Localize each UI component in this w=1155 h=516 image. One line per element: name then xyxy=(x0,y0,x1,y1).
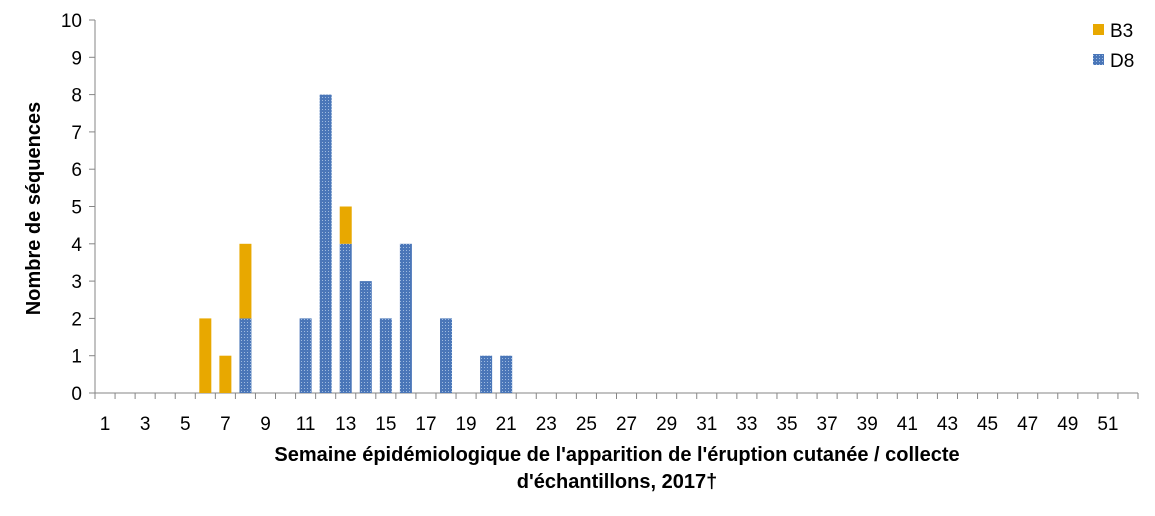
y-tick-label: 10 xyxy=(61,11,82,32)
x-tick-label: 31 xyxy=(696,414,717,435)
bar-d8-week-13 xyxy=(339,243,352,393)
x-tick-label: 7 xyxy=(220,414,231,435)
y-tick-label: 0 xyxy=(71,384,82,405)
bar-d8-week-18 xyxy=(440,318,453,393)
x-tick-label: 45 xyxy=(977,414,998,435)
bar-d8-week-16 xyxy=(399,243,412,393)
y-tick-label: 5 xyxy=(71,198,82,219)
x-tick-label: 27 xyxy=(616,414,637,435)
bar-d8-week-14 xyxy=(359,281,372,393)
x-tick-label: 29 xyxy=(656,414,677,435)
x-tick-label: 33 xyxy=(736,414,757,435)
x-tick-label: 23 xyxy=(536,414,557,435)
bar-d8-week-11 xyxy=(299,318,312,393)
x-tick-label: 39 xyxy=(857,414,878,435)
x-tick-label: 43 xyxy=(937,414,958,435)
legend-label-d8: D8 xyxy=(1110,51,1134,72)
x-tick-label: 11 xyxy=(296,414,316,435)
x-tick-label: 19 xyxy=(455,414,476,435)
y-tick-label: 6 xyxy=(71,160,82,181)
y-tick-label: 1 xyxy=(71,347,82,368)
y-tick-label: 7 xyxy=(71,123,82,144)
x-tick-label: 13 xyxy=(335,414,356,435)
x-axis-title-line: Semaine épidémiologique de l'apparition … xyxy=(274,444,959,466)
x-tick-label: 25 xyxy=(576,414,597,435)
x-tick-label: 5 xyxy=(180,414,191,435)
x-tick-label: 47 xyxy=(1017,414,1038,435)
bars-group xyxy=(199,94,513,393)
y-tick-label: 9 xyxy=(71,48,82,69)
y-tick-label: 4 xyxy=(71,235,82,256)
bar-d8-week-8 xyxy=(239,318,252,393)
x-tick-label: 9 xyxy=(260,414,271,435)
x-tick-label: 51 xyxy=(1097,414,1118,435)
x-tick-label: 17 xyxy=(415,414,436,435)
legend-swatch-b3 xyxy=(1093,24,1104,35)
bar-b3-week-6 xyxy=(199,318,212,393)
y-tick-label: 8 xyxy=(71,86,82,107)
bar-d8-week-12 xyxy=(319,94,332,393)
bar-b3-week-8 xyxy=(239,243,252,319)
axes-group xyxy=(89,19,1139,399)
y-tick-label: 3 xyxy=(71,272,82,293)
bar-d8-week-21 xyxy=(500,355,513,393)
x-tick-label: 37 xyxy=(817,414,838,435)
bar-b3-week-13 xyxy=(339,206,352,244)
x-tick-label: 21 xyxy=(496,414,517,435)
y-tick-label: 2 xyxy=(71,309,82,330)
x-tick-label: 3 xyxy=(140,414,151,435)
x-tick-label: 15 xyxy=(375,414,396,435)
x-axis-title-line: d'échantillons, 2017† xyxy=(517,471,717,493)
x-tick-label: 35 xyxy=(776,414,797,435)
x-tick-label: 49 xyxy=(1057,414,1078,435)
bar-d8-week-15 xyxy=(379,318,392,393)
x-tick-label: 1 xyxy=(100,414,111,435)
x-tick-label: 41 xyxy=(897,414,918,435)
bar-d8-week-20 xyxy=(480,355,493,393)
bar-b3-week-7 xyxy=(219,355,232,393)
y-axis-title: Nombre de séquences xyxy=(23,102,45,315)
legend-label-b3: B3 xyxy=(1110,21,1133,42)
legend-swatch-d8 xyxy=(1093,54,1104,65)
